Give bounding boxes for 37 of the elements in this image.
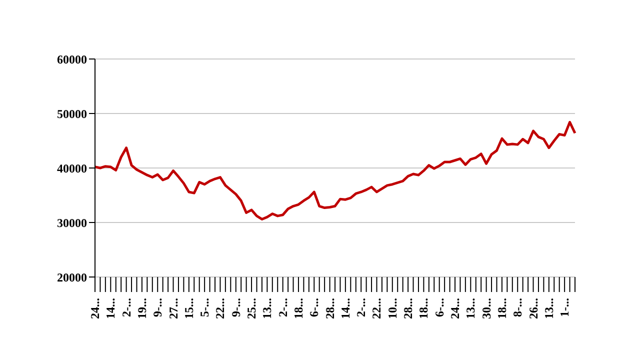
y-tick-label: 40000: [57, 161, 87, 176]
x-tick-label: 8-...: [510, 298, 525, 317]
x-tick-label: 22...: [213, 298, 228, 319]
x-tick-label: 2-...: [276, 298, 290, 317]
x-tick-label: 18...: [494, 298, 509, 319]
x-tick-label: 13...: [260, 298, 274, 319]
x-tick-label: 14...: [104, 298, 118, 319]
x-tick-label: 9-...: [150, 298, 165, 317]
x-tick-label: 15...: [182, 298, 196, 319]
x-tick-label: 25...: [244, 298, 259, 319]
x-tick-label: 28...: [401, 298, 416, 319]
x-tick-label: 14...: [338, 298, 352, 319]
x-tick-label: 5-...: [198, 298, 212, 317]
x-tick-label: 13...: [464, 298, 478, 319]
x-tick-label: 2-...: [354, 298, 368, 317]
x-tick-label: 19...: [134, 298, 149, 319]
x-tick-label: 24...: [448, 298, 462, 319]
x-tick-label: 10...: [385, 298, 400, 319]
x-tick-label: 26...: [526, 298, 540, 319]
x-tick-label: 6-...: [432, 298, 446, 317]
x-tick-label: 18...: [291, 298, 306, 319]
x-tick-label: 27...: [166, 298, 180, 319]
line-series: [94, 120, 576, 220]
x-tick-label: 30...: [479, 298, 494, 319]
x-tick-label: 2-...: [119, 298, 134, 317]
x-tick-label: 6-...: [307, 298, 322, 317]
x-tick-label: 13...: [542, 298, 556, 319]
y-tick-label: 50000: [57, 106, 87, 121]
x-tick-label: 9-...: [228, 298, 243, 317]
y-tick-label: 20000: [57, 270, 87, 284]
y-tick-label: 30000: [57, 216, 87, 230]
y-tick-label: 60000: [57, 52, 87, 66]
x-tick-label: 22...: [370, 298, 384, 319]
x-tick-label: 18...: [416, 298, 431, 319]
x-tick-label: 28...: [322, 298, 337, 319]
x-tick-label: 24...: [88, 298, 102, 319]
x-tick-label: 1-...: [558, 298, 572, 317]
